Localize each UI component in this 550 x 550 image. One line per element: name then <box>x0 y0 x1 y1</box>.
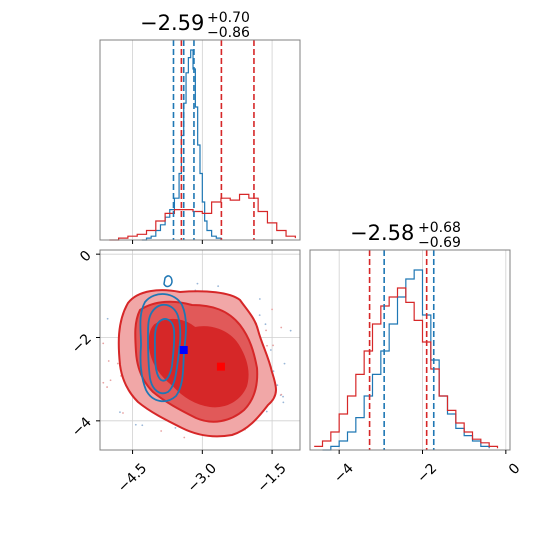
scatter-point <box>258 298 261 300</box>
x-tick-label: −3.0 <box>185 460 220 495</box>
scatter-point <box>196 282 199 285</box>
scatter-point <box>272 370 275 373</box>
scatter-point <box>269 349 272 351</box>
y-marginal-title: −2.58 <box>350 221 414 245</box>
scatter-point <box>122 412 124 414</box>
scatter-point <box>272 344 274 347</box>
scatter-point <box>109 379 112 382</box>
title-plus-error: +0.70 <box>207 10 250 26</box>
scatter-point <box>116 362 119 365</box>
x-tick-label: −1.5 <box>254 460 289 495</box>
panel-frame <box>99 39 301 241</box>
scatter-point <box>217 285 220 288</box>
contour-middle <box>147 303 182 395</box>
scatter-point <box>134 423 137 426</box>
scatter-point <box>258 314 261 317</box>
y-tick-label: −2 <box>69 331 95 357</box>
title-plus-error: +0.68 <box>418 220 461 236</box>
scatter-point <box>183 436 186 439</box>
title-median: −2.59 <box>140 11 204 35</box>
histogram-step-line <box>109 193 296 241</box>
x-marginal-title: −2.59 <box>140 11 204 35</box>
scatter-point <box>271 308 273 311</box>
y-marginal-panel: −4 −2 0 −2.58 +0.68−0.69 <box>309 220 524 486</box>
contour-inner <box>153 318 176 382</box>
histogram-step-line <box>141 49 222 241</box>
y-tick-label: 0 <box>77 248 95 266</box>
scatter-point <box>266 344 268 347</box>
scatter-point <box>174 426 177 429</box>
blue-square-marker <box>179 346 188 354</box>
scatter-point <box>276 384 279 387</box>
scatter-point <box>107 360 110 362</box>
scatter-point <box>106 386 108 388</box>
scatter-point <box>265 329 267 332</box>
scatter-point <box>280 326 283 329</box>
scatter-point <box>280 393 283 396</box>
scatter-point <box>289 329 292 332</box>
scatter-point <box>102 342 105 345</box>
scatter-point <box>282 395 284 398</box>
scatter-point <box>282 401 285 404</box>
scatter-point <box>102 381 105 384</box>
scatter-point <box>119 411 121 414</box>
panel-frame <box>99 249 301 451</box>
scatter-point <box>283 362 286 365</box>
scatter-point <box>264 323 267 326</box>
scatter-point <box>106 317 109 320</box>
x-tick-label: 0 <box>506 460 524 478</box>
x-tick-label: −2 <box>414 460 440 486</box>
x-tick-label: −4 <box>331 460 357 486</box>
y-tick-label: −4 <box>69 414 95 440</box>
title-minus-error: −0.86 <box>207 25 250 41</box>
title-minus-error: −0.69 <box>418 235 461 251</box>
contour-island <box>163 275 173 288</box>
contour-outer <box>139 293 187 403</box>
scatter-point <box>141 424 144 427</box>
x-marginal-panel: −2.59 +0.70−0.86 <box>99 10 301 244</box>
title-median: −2.58 <box>350 221 414 245</box>
scatter-point <box>160 430 163 432</box>
red-square-marker <box>216 362 225 371</box>
x-tick-label: −4.5 <box>115 460 150 495</box>
histogram-step-line <box>314 287 499 449</box>
joint-contour-panel: −4.5 −3.0 −1.5 0 −2 −4 <box>69 248 301 496</box>
scatter-point <box>265 410 268 413</box>
panel-frame <box>309 249 511 451</box>
